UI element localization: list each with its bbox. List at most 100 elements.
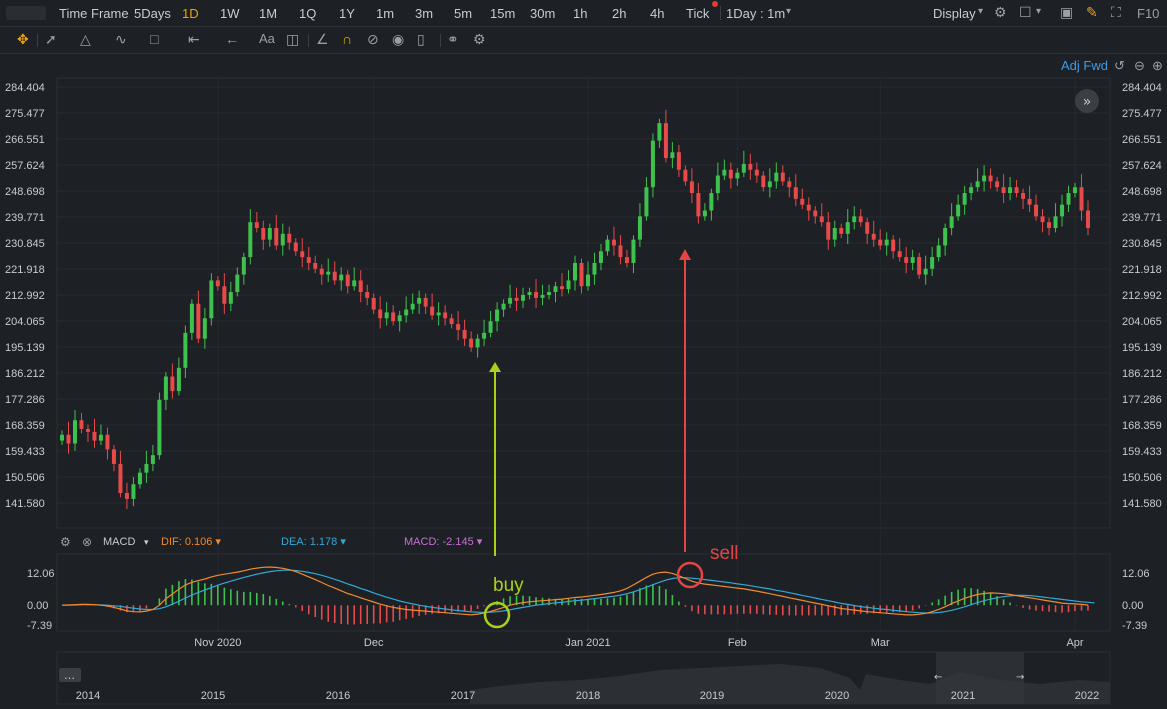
candle-body: [806, 204, 811, 211]
interval-select[interactable]: 1Day : 1m: [726, 6, 786, 21]
candle-body: [540, 294, 545, 298]
candle-body: [696, 193, 701, 217]
candle-body: [72, 420, 77, 444]
zoom-out-icon[interactable]: ⊖: [1134, 58, 1145, 73]
candle-body: [267, 227, 272, 240]
timeframe-1d[interactable]: 1D: [182, 6, 199, 21]
price-chart[interactable]: 284.404 284.404 275.477 275.477 266.551 266.5…: [0, 54, 1167, 709]
text-icon[interactable]: Aa: [259, 31, 275, 46]
candle-body: [339, 274, 344, 281]
undo-icon[interactable]: ↺: [1114, 58, 1125, 73]
candle-body: [60, 434, 64, 441]
layers-icon[interactable]: ⚭: [447, 31, 459, 47]
timeframe-1h[interactable]: 1h: [573, 6, 588, 21]
candle-body: [92, 431, 97, 441]
candle-body: [449, 318, 454, 325]
timeframe-3m[interactable]: 3m: [415, 6, 434, 21]
candle-body: [676, 152, 681, 170]
camera-icon[interactable]: ▣: [1060, 4, 1074, 20]
candle-body: [111, 449, 116, 464]
trash-icon[interactable]: ▯: [417, 31, 425, 47]
expand-icon[interactable]: ⛶: [1111, 4, 1121, 20]
timeframe-tick[interactable]: Tick: [686, 6, 710, 21]
arrow-icon[interactable]: ←: [225, 31, 239, 47]
timeframe-1y[interactable]: 1Y: [339, 6, 355, 21]
candle-body: [488, 321, 493, 333]
candle-body: [254, 222, 259, 228]
navigator-year-label: 2020: [825, 690, 849, 702]
y-tick-label-left: 204.065: [5, 316, 45, 328]
timeframe-1w[interactable]: 1W: [220, 6, 240, 21]
chevron-down-icon[interactable]: ▾: [786, 6, 792, 17]
macd-y-tick-left: 0.00: [27, 600, 48, 612]
navigator-menu-button: [59, 668, 81, 682]
candle-body: [754, 169, 759, 176]
candle-body: [222, 286, 227, 304]
pencil-icon[interactable]: ✎: [1086, 4, 1098, 20]
timeframe-5days[interactable]: 5Days: [134, 6, 171, 21]
candle-body: [969, 187, 974, 194]
display-button[interactable]: Display: [933, 6, 976, 21]
candle-body: [930, 257, 935, 269]
chevron-down-icon[interactable]: ▾: [978, 6, 984, 17]
timeframe-15m[interactable]: 15m: [490, 6, 516, 21]
y-tick-label: 257.624: [1122, 160, 1162, 172]
shapes-icon[interactable]: □: [150, 31, 159, 47]
candle-body: [358, 280, 363, 293]
candle-body: [579, 262, 584, 287]
candle-body: [501, 303, 506, 310]
chevron-down-icon[interactable]: ▾: [1036, 6, 1042, 17]
y-tick-label-left: 212.992: [5, 290, 45, 302]
candle-body: [183, 332, 188, 368]
trendline-icon[interactable]: ➚: [45, 31, 57, 47]
candle-body: [1060, 204, 1065, 217]
candle-body: [956, 204, 961, 217]
dea-value: DEA: 1.178 ▾: [281, 536, 346, 548]
candle-body: [105, 434, 110, 450]
timeframe-5m[interactable]: 5m: [454, 6, 473, 21]
candle-body: [378, 309, 383, 319]
crosshair-icon[interactable]: ✥: [17, 31, 29, 47]
timeframe-4h[interactable]: 4h: [650, 6, 665, 21]
candle-body: [475, 338, 480, 348]
eye-icon[interactable]: ◉: [392, 31, 405, 47]
candle-body: [573, 262, 577, 281]
candle-body: [313, 262, 318, 269]
dea-line: [62, 569, 1095, 614]
candle-body: [1021, 193, 1026, 199]
timeframe-30m[interactable]: 30m: [530, 6, 556, 21]
candle-body: [397, 315, 402, 322]
timeframe-2h[interactable]: 2h: [612, 6, 627, 21]
lock-icon[interactable]: ⊘: [367, 31, 379, 47]
timeframe-1m[interactable]: 1m: [376, 6, 395, 21]
comment-icon[interactable]: ◫: [286, 31, 300, 47]
settings-icon[interactable]: ⚙: [473, 31, 486, 47]
checkbox-icon[interactable]: ☐: [1019, 4, 1032, 20]
candle-body: [618, 245, 623, 258]
timeframe-1m[interactable]: 1M: [259, 6, 278, 21]
wave-icon[interactable]: ∿: [115, 31, 127, 47]
gear-icon[interactable]: ⚙: [994, 4, 1007, 20]
y-tick-label: 168.359: [1122, 420, 1162, 432]
candle-body: [852, 216, 857, 223]
magnet-icon[interactable]: ∩: [342, 31, 353, 47]
candle-body: [865, 222, 870, 234]
candle-body: [748, 163, 753, 170]
zoom-in-icon[interactable]: ⊕: [1152, 58, 1163, 73]
adj-fwd-button[interactable]: Adj Fwd: [1061, 58, 1108, 73]
channel-icon[interactable]: △: [80, 31, 91, 47]
candle-body: [508, 297, 513, 304]
candle-body: [482, 332, 487, 339]
ruler-icon[interactable]: ∠: [316, 31, 329, 47]
measure-icon[interactable]: ⇤: [188, 31, 200, 47]
chevron-down-icon: ▾: [144, 538, 149, 548]
candle-body: [923, 268, 928, 275]
f10-button[interactable]: F10: [1137, 6, 1160, 21]
timeframe-1q[interactable]: 1Q: [299, 6, 317, 21]
candle-body: [936, 245, 941, 258]
candle-body: [787, 181, 792, 188]
candle-body: [1053, 216, 1058, 228]
candle-body: [598, 251, 603, 263]
candle-body: [300, 251, 305, 258]
y-tick-label: 248.698: [1122, 186, 1162, 198]
